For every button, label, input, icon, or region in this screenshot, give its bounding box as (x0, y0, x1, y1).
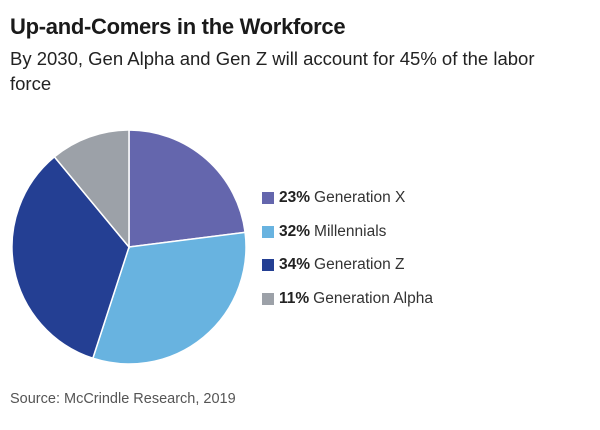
legend-swatch (262, 259, 274, 272)
legend-percent: 23% (279, 189, 311, 206)
legend-label: Generation Z (314, 256, 405, 274)
pie-slice-generation-z (11, 155, 130, 360)
legend-label: Millennials (314, 222, 387, 240)
legend-item: 23% Generation X (262, 189, 405, 207)
pie-slice-generation-alpha (53, 129, 130, 250)
legend-percent: 34% (279, 256, 311, 274)
legend-item: 11% Generation Alpha (262, 290, 433, 308)
pie-chart (11, 129, 247, 365)
source-note: Source: McCrindle Research, 2019 (10, 391, 236, 407)
legend-swatch (262, 293, 274, 306)
chart-title: Up-and-Comers in the Workforce (10, 14, 346, 39)
legend-item: 34% Generation Z (262, 256, 405, 274)
pie-slice-generation-x (128, 129, 246, 248)
legend-swatch (262, 225, 274, 238)
legend-percent: 32% (279, 222, 311, 240)
legend-item: 32% Millennials (262, 223, 386, 241)
legend-swatch (262, 192, 274, 204)
pie-slice-millennials (91, 231, 247, 365)
legend-label: Generation X (314, 189, 406, 206)
legend-label: Generation Alpha (313, 290, 433, 308)
chart-subtitle: By 2030, Gen Alpha and Gen Z will accoun… (10, 48, 535, 94)
legend-percent: 11% (279, 290, 310, 308)
